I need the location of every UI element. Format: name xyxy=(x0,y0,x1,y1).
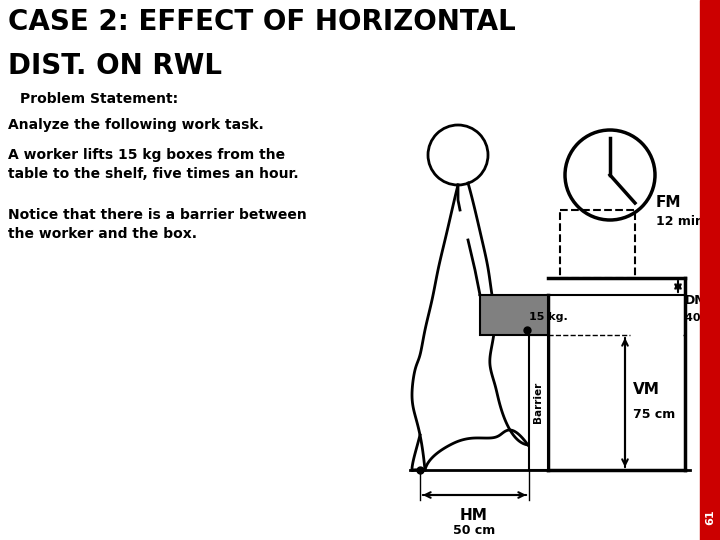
Text: HM: HM xyxy=(460,508,488,523)
Bar xyxy=(529,335,548,470)
Text: Barrier: Barrier xyxy=(533,381,543,423)
Bar xyxy=(480,295,548,335)
Text: 15 kg.: 15 kg. xyxy=(529,312,568,322)
Bar xyxy=(560,210,635,278)
Text: DM: DM xyxy=(685,294,708,307)
Text: Analyze the following work task.: Analyze the following work task. xyxy=(8,118,264,132)
Bar xyxy=(700,0,720,540)
Text: 50 cm: 50 cm xyxy=(453,524,495,537)
Text: FM: FM xyxy=(656,195,682,210)
Text: Problem Statement:: Problem Statement: xyxy=(20,92,178,106)
Text: Notice that there is a barrier between
the worker and the box.: Notice that there is a barrier between t… xyxy=(8,208,307,241)
Text: CASE 2: EFFECT OF HORIZONTAL: CASE 2: EFFECT OF HORIZONTAL xyxy=(8,8,516,36)
Text: 40 cm: 40 cm xyxy=(685,313,720,323)
Text: 12 min.: 12 min. xyxy=(656,215,708,228)
Text: A worker lifts 15 kg boxes from the
table to the shelf, five times an hour.: A worker lifts 15 kg boxes from the tabl… xyxy=(8,148,299,181)
Text: VM: VM xyxy=(633,382,660,397)
Text: DIST. ON RWL: DIST. ON RWL xyxy=(8,52,222,80)
Text: 61: 61 xyxy=(705,509,715,525)
Text: 75 cm: 75 cm xyxy=(633,408,675,422)
